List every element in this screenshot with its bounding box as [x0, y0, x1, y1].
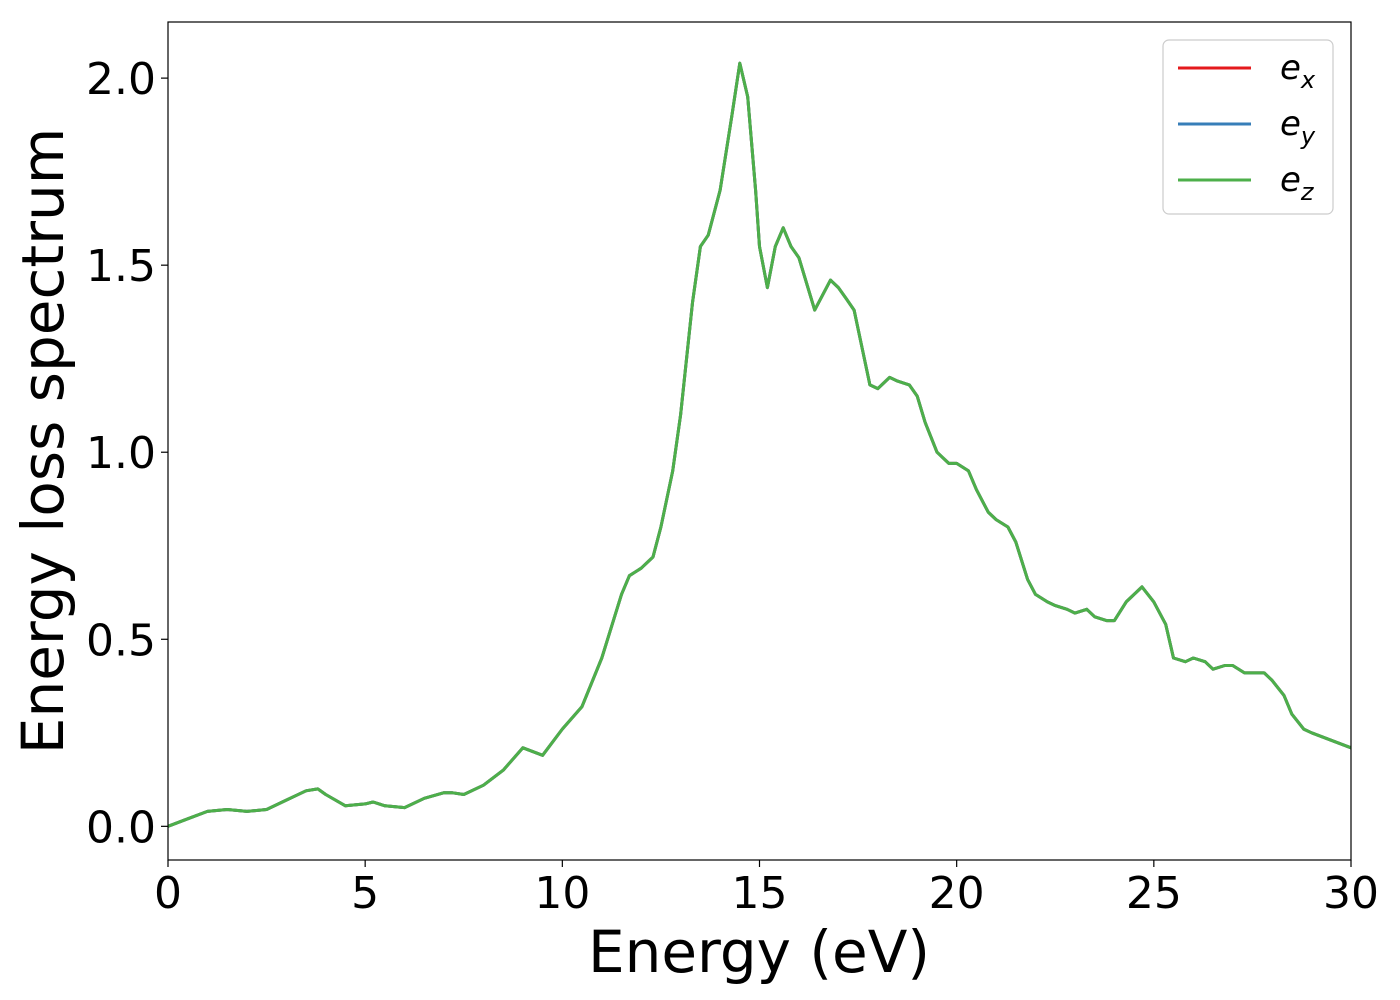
legend-box — [1162, 39, 1334, 215]
y-tick-label: 1.0 — [86, 428, 156, 479]
x-tick-label: 5 — [351, 868, 379, 919]
legend-label: ez — [1280, 160, 1315, 206]
y-tick-label: 0.5 — [86, 615, 156, 666]
series-line-e-z — [167, 61, 1352, 828]
x-axis-ticks: 0 5 10 15 20 25 30 — [154, 860, 1379, 919]
legend-label: ex — [1280, 48, 1316, 94]
y-tick-label: 2.0 — [86, 54, 156, 105]
x-tick-label: 25 — [1126, 868, 1182, 919]
legend: ex ey ez — [1162, 39, 1334, 215]
y-tick-label: 0.0 — [86, 802, 156, 853]
legend-label: ey — [1280, 104, 1316, 150]
x-tick-label: 30 — [1323, 868, 1379, 919]
x-tick-label: 20 — [929, 868, 985, 919]
x-tick-label: 10 — [534, 868, 590, 919]
x-tick-label: 0 — [154, 868, 182, 919]
y-axis-label: Energy loss spectrum — [9, 128, 77, 754]
y-tick-label: 1.5 — [86, 241, 156, 292]
x-axis-label: Energy (eV) — [588, 918, 930, 986]
y-axis-ticks: 0.0 0.5 1.0 1.5 2.0 — [86, 54, 168, 853]
x-tick-label: 15 — [732, 868, 788, 919]
plot-lines — [167, 61, 1352, 828]
